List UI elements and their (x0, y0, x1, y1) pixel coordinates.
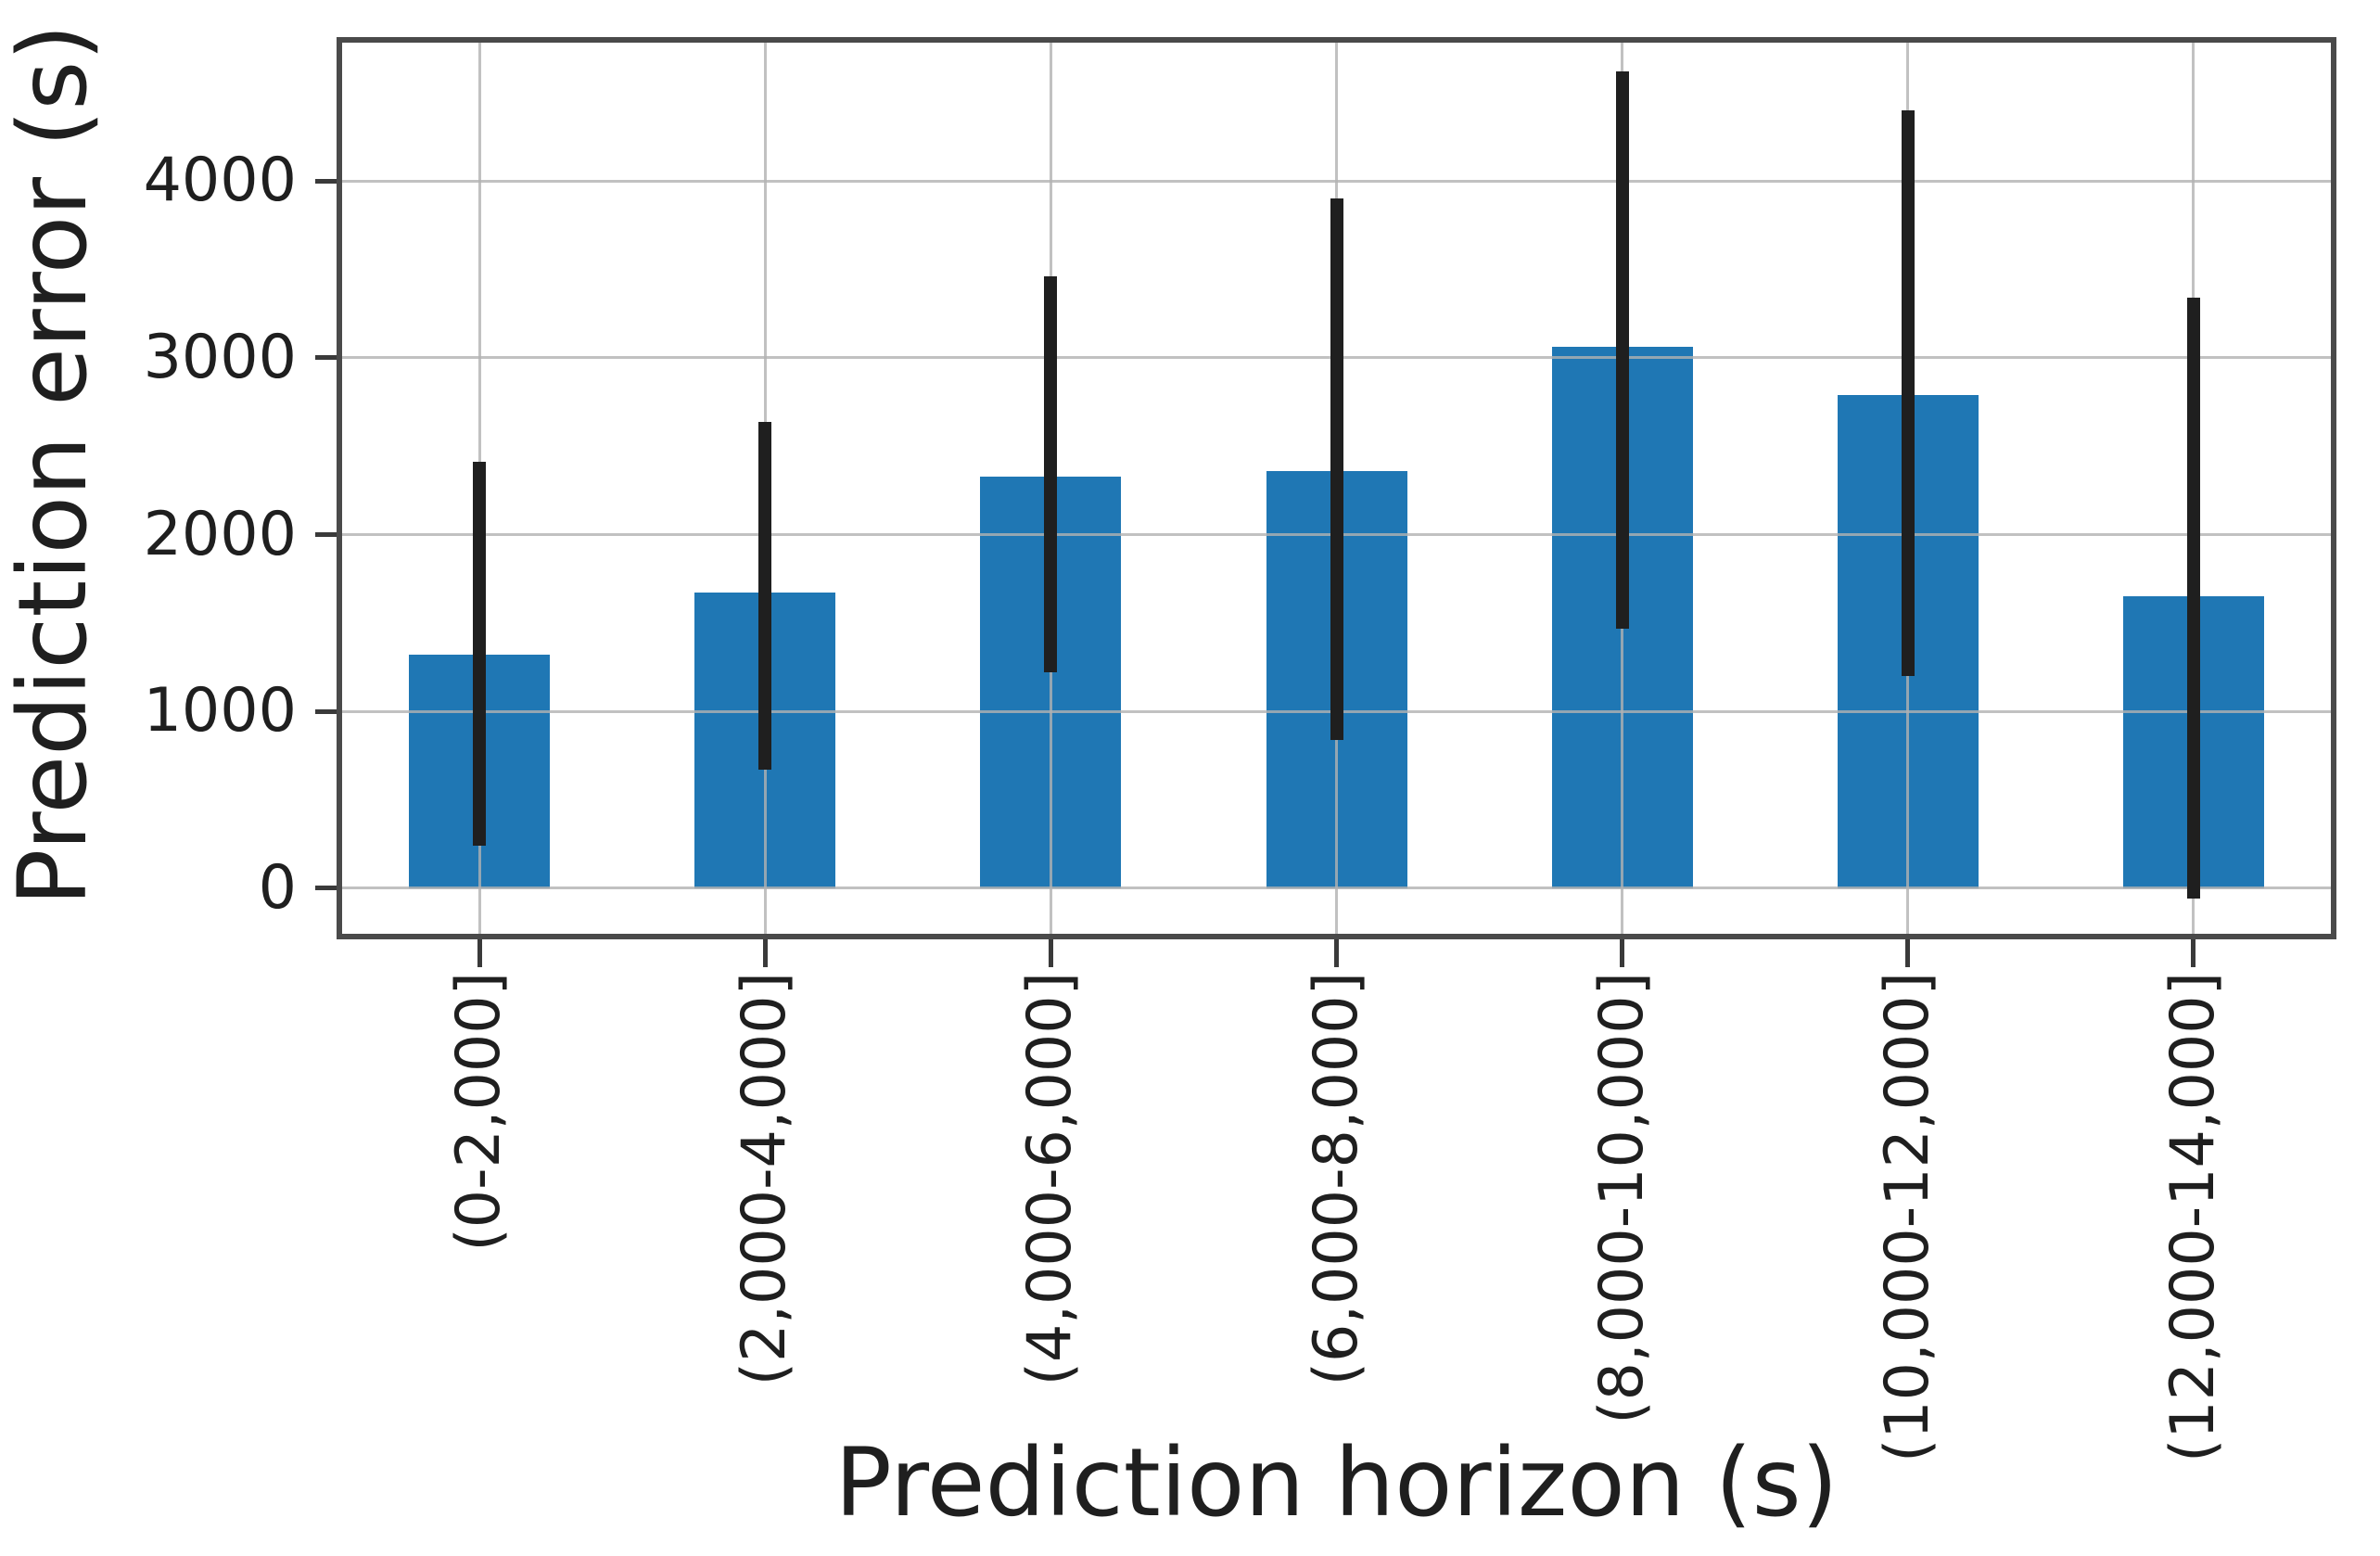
error-bar (1901, 110, 1915, 676)
x-tick-mark (762, 939, 768, 967)
plot-area (337, 37, 2336, 939)
x-tick-label-text: (0-2,000] (444, 972, 515, 1252)
x-tick-mark (1048, 939, 1053, 967)
x-axis-title: Prediction horizon (s) (834, 1428, 1839, 1538)
x-tick-label-text: (2,000-4,000] (730, 972, 800, 1386)
error-bar (2186, 298, 2200, 899)
y-tick-mark (315, 355, 337, 361)
error-bar (473, 462, 487, 846)
y-tick-mark (315, 178, 337, 184)
x-tick-mark (477, 939, 482, 967)
error-bar (1044, 276, 1058, 673)
error-bar (1615, 71, 1629, 629)
error-bar (758, 421, 772, 771)
y-tick-label: 2000 (143, 499, 297, 569)
x-tick-mark (1905, 939, 1911, 967)
y-tick-label: 0 (258, 852, 297, 923)
x-tick-mark (1620, 939, 1625, 967)
error-bar (1330, 198, 1343, 740)
x-tick-label-text: (12,000-14,000] (2157, 972, 2228, 1463)
x-tick-label-text: (8,000-10,000] (1586, 972, 1657, 1424)
y-tick-mark (315, 708, 337, 714)
x-tick-label-text: (6,000-8,000] (1301, 972, 1371, 1386)
y-tick-label: 3000 (143, 322, 297, 392)
y-tick-mark (315, 886, 337, 891)
y-tick-mark (315, 532, 337, 538)
x-tick-mark (1334, 939, 1339, 967)
x-tick-mark (2191, 939, 2196, 967)
y-tick-label: 4000 (143, 146, 297, 216)
y-tick-label: 1000 (143, 676, 297, 746)
x-tick-label-text: (10,000-12,000] (1872, 972, 1942, 1463)
x-tick-label-text: (4,000-6,000] (1015, 972, 1086, 1386)
